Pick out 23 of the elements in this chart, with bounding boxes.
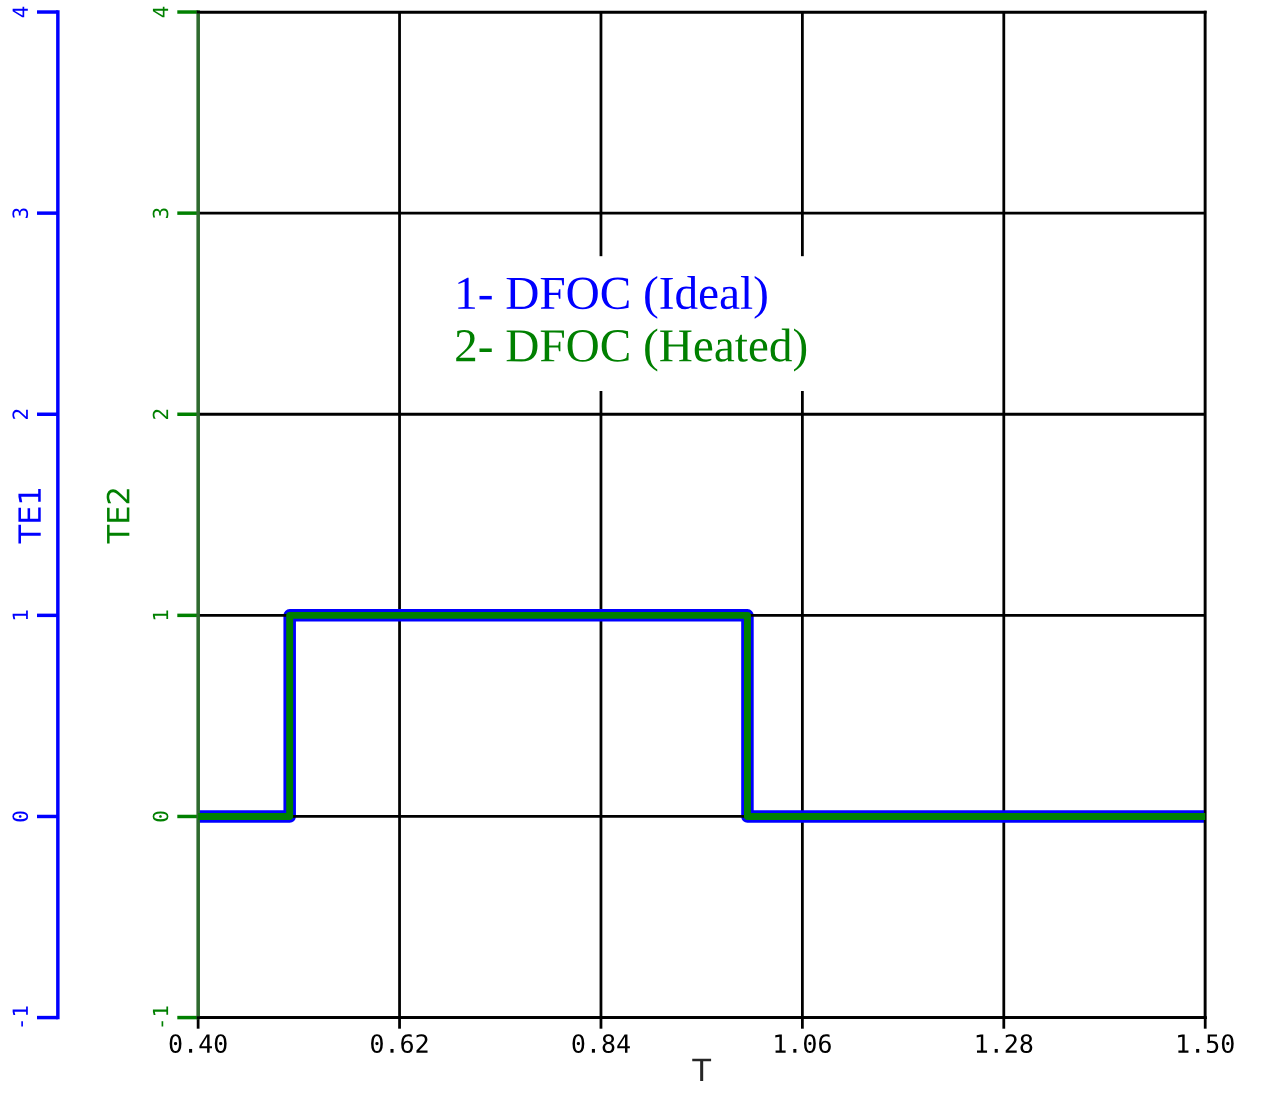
x-tick-label: 0.40 — [169, 1034, 227, 1054]
x-axis-title: T — [692, 1058, 712, 1082]
y-axis-title: TE1 — [18, 488, 41, 544]
y-tick-label: 2 — [12, 409, 28, 419]
y-tick-label: -1 — [12, 1006, 28, 1027]
x-tick-label: 1.50 — [1178, 1034, 1234, 1054]
x-tick-label: 1.06 — [775, 1034, 831, 1054]
y2-tick-label: 4 — [152, 6, 169, 18]
y2-axis-title: TE2 — [106, 489, 130, 544]
x-tick-label: 1.28 — [976, 1034, 1033, 1054]
text: 1- DFOC (Ideal) — [458, 276, 767, 319]
y2-tick-label: 3 — [152, 208, 169, 219]
y-tick-label: 1 — [12, 610, 28, 620]
y2-tick-label: 2 — [152, 409, 169, 419]
x-tick-label: 0.62 — [371, 1034, 428, 1054]
y2-tick-label: 0 — [152, 811, 169, 822]
y-tick-label: 4 — [12, 6, 28, 18]
y2-tick-label: 1 — [152, 610, 169, 620]
text: 2- DFOC (Heated) — [456, 328, 807, 372]
y2-tick-label: -1 — [152, 1006, 169, 1027]
y-tick-label: 0 — [12, 811, 29, 822]
x-tick-label: 0.84 — [572, 1034, 630, 1054]
y-tick-label: 3 — [12, 208, 29, 219]
